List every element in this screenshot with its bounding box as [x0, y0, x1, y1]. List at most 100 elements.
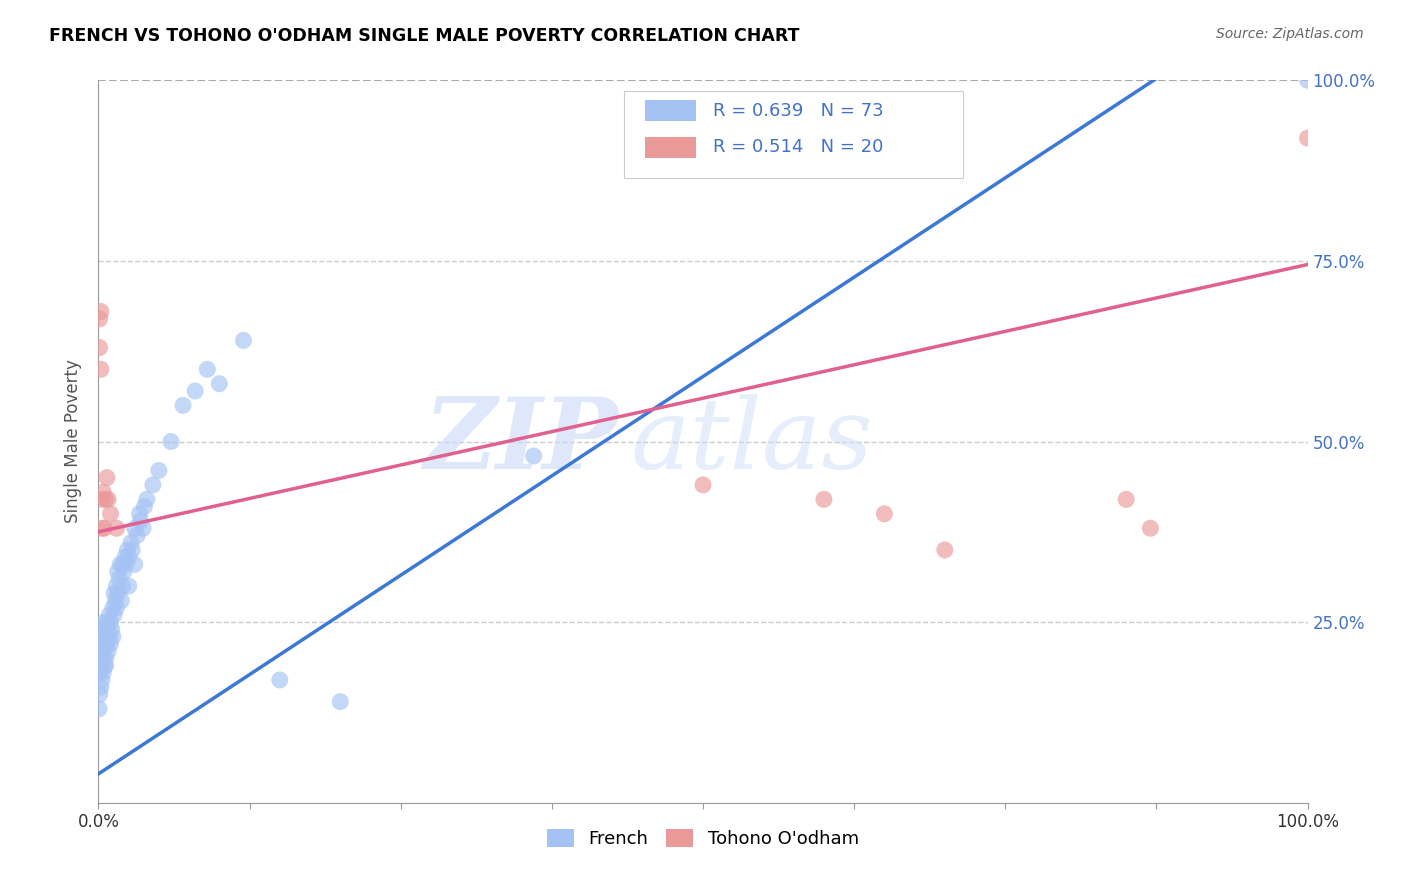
Point [89, 687, 111, 701]
Point [91, 644, 114, 658]
Point [100, 507, 122, 521]
Point [90, 680, 112, 694]
Point [124, 521, 146, 535]
Point [91, 637, 114, 651]
Point [89, 311, 111, 326]
Point [127, 528, 149, 542]
Bar [645, 100, 696, 121]
Y-axis label: Single Male Poverty: Single Male Poverty [65, 359, 83, 524]
Point [108, 572, 131, 586]
Point [91, 623, 114, 637]
Point [87, 702, 110, 716]
Point [232, 334, 254, 348]
Point [89, 665, 111, 680]
Point [91, 665, 114, 680]
Point [934, 542, 956, 557]
Point [93, 615, 115, 630]
Point [208, 376, 231, 391]
Point [111, 579, 134, 593]
Point [104, 593, 127, 607]
Point [94, 658, 117, 673]
Bar [645, 136, 696, 158]
Point [90, 362, 112, 376]
Text: FRENCH VS TOHONO O'ODHAM SINGLE MALE POVERTY CORRELATION CHART: FRENCH VS TOHONO O'ODHAM SINGLE MALE POV… [49, 27, 800, 45]
Point [97, 623, 120, 637]
Point [98, 607, 121, 622]
Text: ZIP: ZIP [423, 393, 619, 490]
Point [91, 630, 114, 644]
Point [100, 623, 122, 637]
Point [523, 449, 546, 463]
Point [115, 558, 138, 572]
Point [94, 630, 117, 644]
Point [105, 600, 128, 615]
Point [93, 658, 115, 673]
Point [89, 637, 111, 651]
Point [98, 630, 121, 644]
Point [97, 644, 120, 658]
Point [91, 485, 114, 500]
Point [96, 470, 118, 484]
Point [118, 550, 141, 565]
Point [124, 558, 146, 572]
Point [101, 630, 124, 644]
Legend: French, Tohono O'odham: French, Tohono O'odham [540, 822, 866, 855]
Point [96, 637, 118, 651]
Point [97, 492, 120, 507]
Point [132, 521, 155, 535]
Point [1296, 73, 1319, 87]
Point [121, 542, 143, 557]
Point [114, 550, 136, 565]
Point [1115, 492, 1137, 507]
Point [89, 651, 111, 665]
Text: atlas: atlas [630, 394, 873, 489]
Point [91, 521, 114, 535]
Point [105, 579, 128, 593]
Point [103, 607, 125, 622]
Point [93, 521, 115, 535]
Point [90, 658, 112, 673]
Point [128, 507, 150, 521]
Point [692, 478, 714, 492]
Point [100, 637, 122, 651]
Point [103, 586, 125, 600]
Point [120, 535, 142, 549]
Point [100, 615, 122, 630]
Point [1296, 131, 1319, 145]
Text: R = 0.514   N = 20: R = 0.514 N = 20 [713, 138, 883, 156]
Point [110, 593, 132, 607]
Point [90, 644, 112, 658]
Point [269, 673, 291, 687]
Text: Source: ZipAtlas.com: Source: ZipAtlas.com [1216, 27, 1364, 41]
Point [111, 558, 134, 572]
Point [90, 630, 112, 644]
Point [94, 651, 117, 665]
Point [96, 615, 118, 630]
Text: R = 0.639   N = 73: R = 0.639 N = 73 [713, 102, 883, 120]
Point [160, 434, 183, 449]
Point [107, 586, 129, 600]
Point [129, 514, 152, 528]
FancyBboxPatch shape [624, 91, 963, 178]
Point [90, 304, 112, 318]
Point [873, 507, 896, 521]
Point [184, 384, 207, 398]
Point [142, 478, 165, 492]
Point [91, 492, 114, 507]
Point [91, 651, 114, 665]
Point [1139, 521, 1161, 535]
Point [172, 398, 194, 412]
Point [93, 637, 115, 651]
Point [117, 542, 139, 557]
Point [91, 673, 114, 687]
Point [107, 565, 129, 579]
Point [195, 362, 218, 376]
Point [101, 600, 124, 615]
Point [148, 463, 170, 477]
Point [135, 492, 157, 507]
Point [813, 492, 835, 507]
Point [329, 695, 352, 709]
Point [108, 558, 131, 572]
Point [134, 500, 156, 514]
Point [89, 341, 111, 355]
